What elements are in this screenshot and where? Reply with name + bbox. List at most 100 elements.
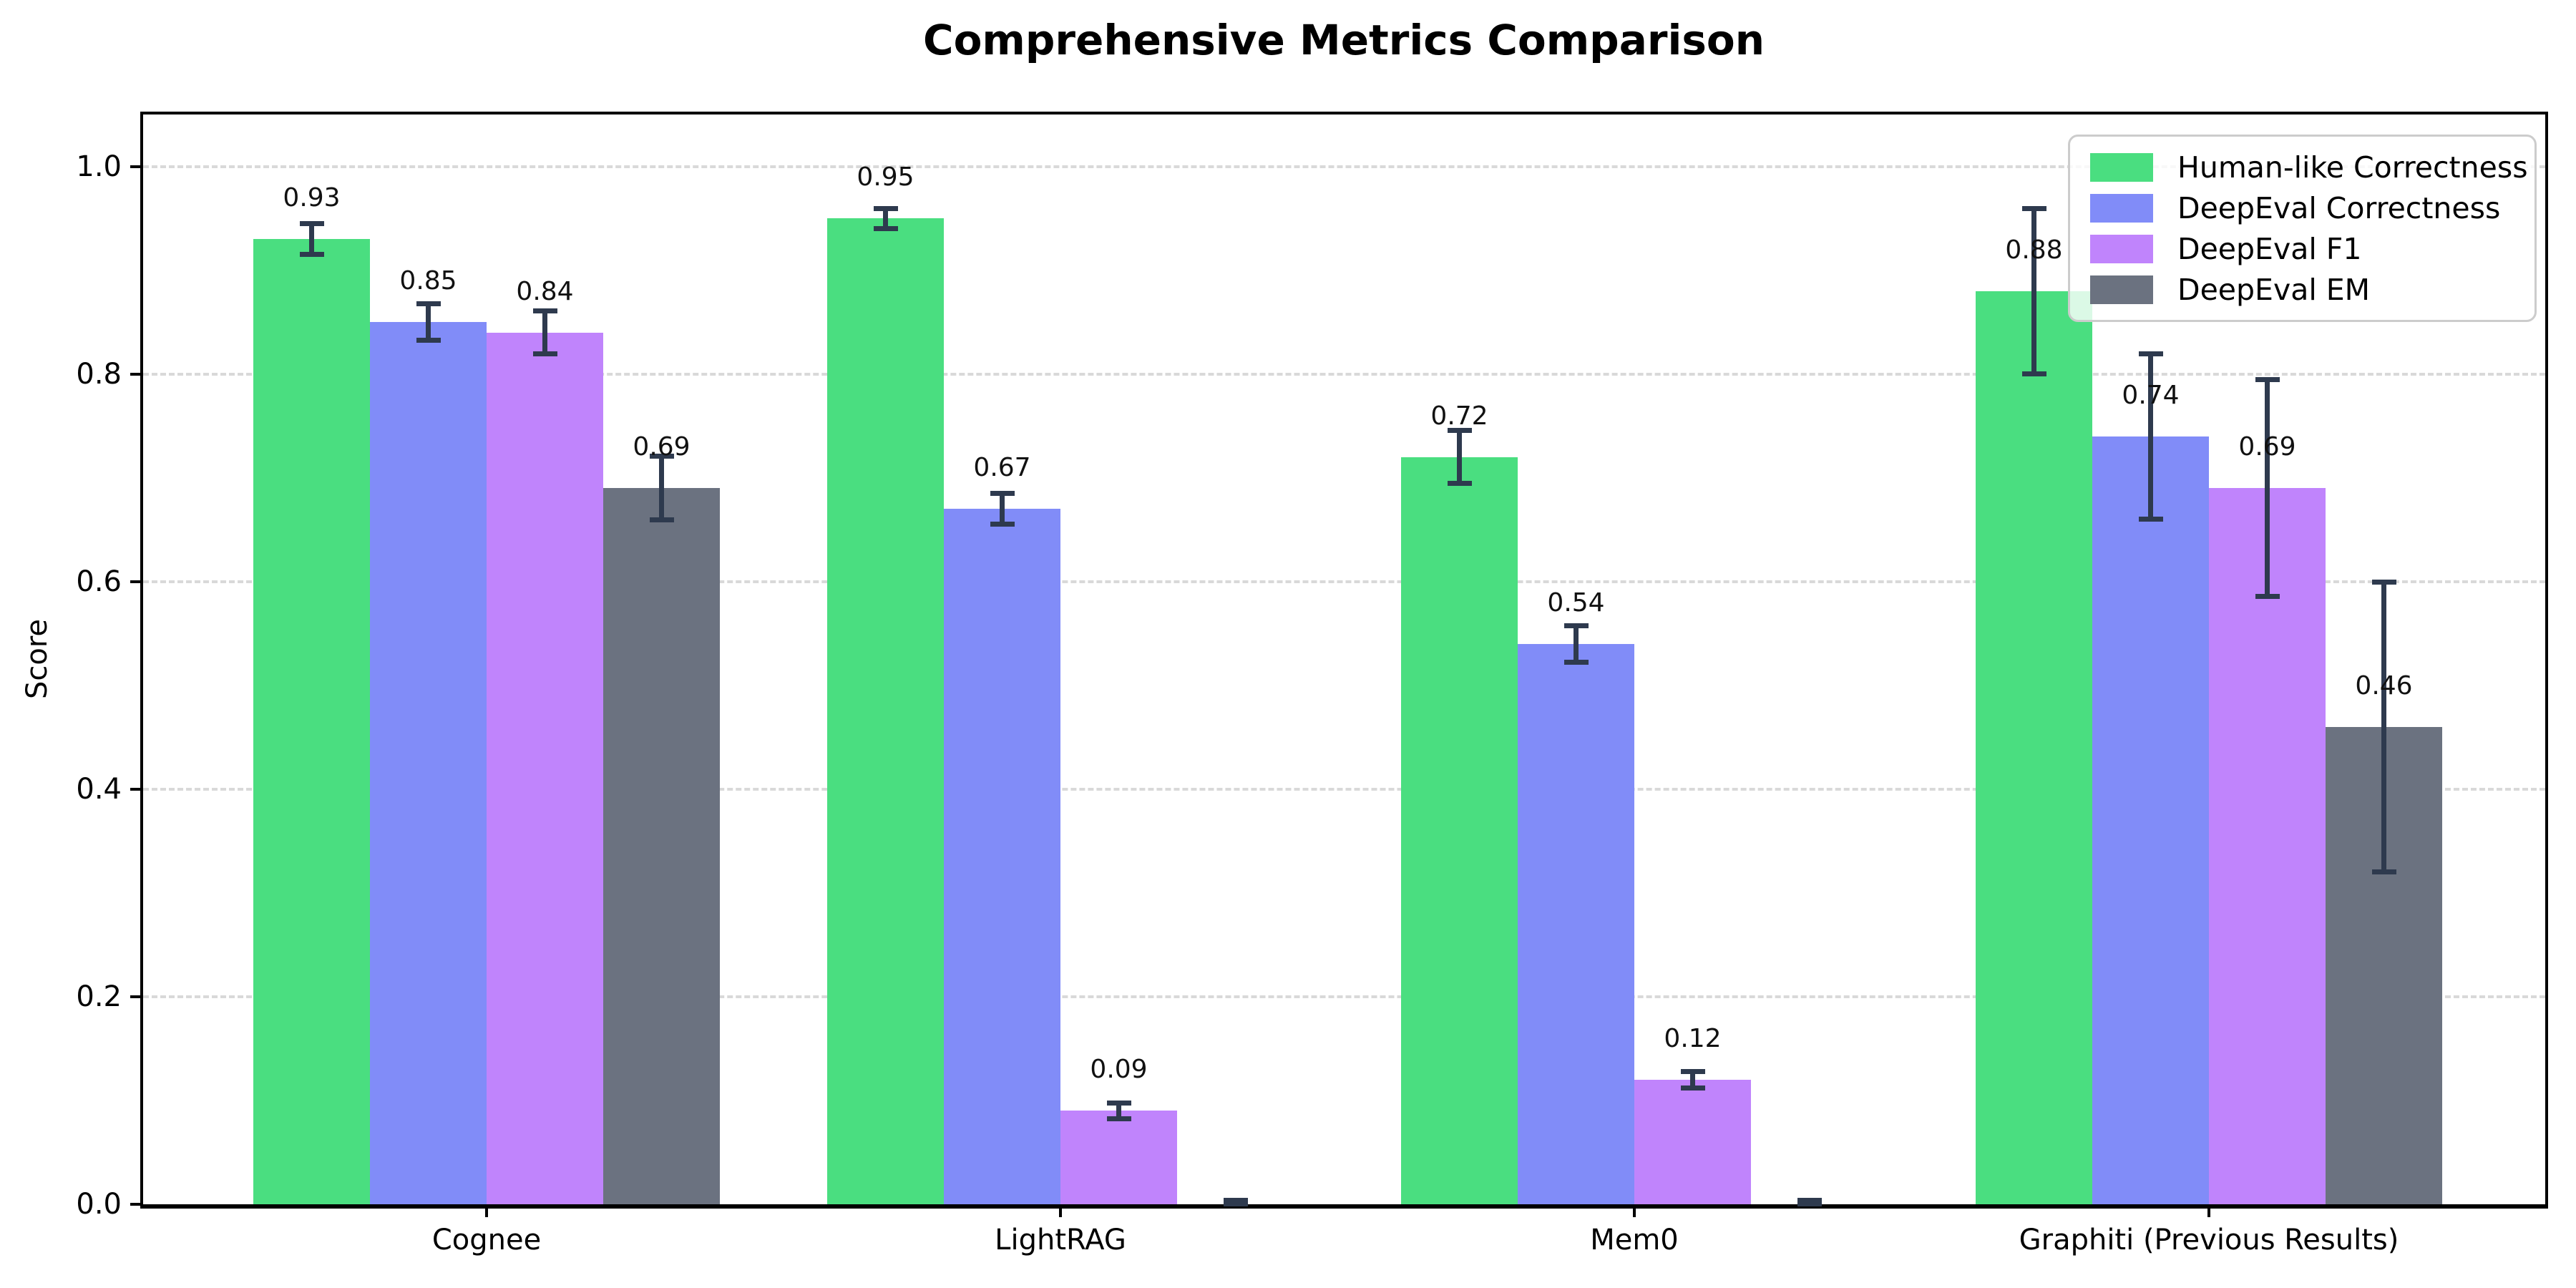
y-tick-mark [130, 165, 143, 168]
axis-spine-top [140, 112, 2548, 114]
error-bar-cap-bottom [1680, 1085, 1705, 1091]
legend-label: DeepEval F1 [2177, 231, 2362, 266]
error-bar-cap-bottom [532, 351, 557, 357]
error-bar [1574, 625, 1579, 663]
bar-1-3 [1401, 457, 1518, 1204]
bar-2-1 [370, 322, 487, 1204]
axis-spine-left [140, 112, 143, 1207]
error-bar-cap-bottom [649, 517, 674, 523]
x-tick-mark [1059, 1204, 1062, 1217]
y-tick-label: 1.0 [76, 150, 122, 183]
y-tick-mark [130, 1203, 143, 1206]
error-bar-cap-top [1223, 1198, 1248, 1204]
axis-spine-right [2545, 112, 2548, 1207]
bar-value-label: 0.72 [1430, 401, 1488, 431]
error-bar-cap-top [990, 491, 1015, 497]
x-tick-mark [1633, 1204, 1636, 1217]
error-bar-cap-bottom [1797, 1201, 1822, 1206]
bar-2-2 [944, 509, 1060, 1204]
bar-1-1 [253, 239, 370, 1204]
y-tick-mark [130, 787, 143, 791]
error-bar [2031, 208, 2036, 374]
y-axis-title: Score [21, 618, 54, 700]
error-bar [1690, 1071, 1695, 1088]
error-bar-cap-bottom [2138, 516, 2163, 522]
bar-value-label: 0.85 [399, 266, 457, 296]
legend: Human-like Correctness DeepEval Correctne… [2068, 135, 2537, 322]
legend-label: DeepEval Correctness [2177, 190, 2501, 225]
x-tick-mark [2207, 1204, 2210, 1217]
error-bar [659, 456, 664, 521]
x-tick-label: Mem0 [1590, 1224, 1679, 1257]
error-bar [2148, 353, 2153, 519]
legend-label: Human-like Correctness [2177, 150, 2528, 185]
error-bar [883, 208, 888, 229]
error-bar-cap-bottom [2255, 594, 2280, 600]
error-bar-cap-top [1563, 623, 1589, 628]
bar-value-label: 0.84 [516, 276, 574, 306]
gridline [143, 372, 2545, 376]
legend-label: DeepEval EM [2177, 272, 2371, 307]
legend-swatch-icon [2090, 234, 2153, 263]
error-bar-cap-top [2371, 579, 2396, 585]
gridline [143, 165, 2545, 168]
y-tick-mark [130, 995, 143, 998]
gridline [143, 995, 2545, 998]
bar-3-1 [487, 332, 603, 1204]
error-bar-cap-bottom [1106, 1116, 1131, 1122]
legend-item: DeepEval EM [2070, 273, 2534, 307]
error-bar [1000, 493, 1005, 525]
bar-value-label: 0.69 [633, 432, 691, 462]
bar-4-1 [603, 488, 720, 1204]
bar-3-4 [2209, 488, 2326, 1204]
bar-value-label: 0.93 [283, 183, 341, 213]
x-tick-label: Cognee [431, 1224, 542, 1257]
error-bar [1457, 429, 1462, 484]
error-bar-cap-top [1797, 1198, 1822, 1204]
error-bar-cap-top [416, 301, 441, 306]
error-bar-cap-top [1680, 1069, 1705, 1075]
error-bar-cap-top [1106, 1100, 1131, 1106]
error-bar-cap-top [2255, 376, 2280, 382]
legend-item: DeepEval F1 [2070, 232, 2534, 266]
error-bar [426, 303, 431, 341]
bar-value-label: 0.88 [2005, 235, 2063, 265]
bar-1-2 [827, 218, 944, 1204]
y-tick-label: 0.0 [76, 1188, 122, 1221]
error-bar-cap-bottom [1223, 1201, 1248, 1206]
bar-value-label: 0.09 [1090, 1055, 1148, 1085]
legend-item: DeepEval Correctness [2070, 191, 2534, 225]
bar-value-label: 0.54 [1547, 587, 1605, 618]
bar-value-label: 0.46 [2355, 670, 2413, 701]
bar-3-2 [1060, 1111, 1177, 1204]
bar-value-label: 0.67 [973, 453, 1031, 483]
error-bar-cap-bottom [2021, 371, 2046, 376]
error-bar-cap-bottom [873, 225, 898, 231]
gridline [143, 580, 2545, 583]
bar-2-4 [2092, 436, 2209, 1204]
legend-swatch-icon [2090, 193, 2153, 223]
legend-swatch-icon [2090, 152, 2153, 182]
error-bar-cap-bottom [990, 521, 1015, 527]
y-tick-label: 0.4 [76, 772, 122, 806]
error-bar-cap-bottom [1563, 659, 1589, 665]
y-tick-label: 0.8 [76, 357, 122, 391]
x-tick-label: LightRAG [995, 1224, 1126, 1257]
gridline [143, 787, 2545, 791]
error-bar [2265, 379, 2270, 597]
error-bar-cap-top [532, 308, 557, 314]
legend-swatch-icon [2090, 275, 2153, 304]
axis-spine-bottom [140, 1204, 2548, 1209]
error-bar-cap-bottom [299, 251, 324, 257]
error-bar [2381, 581, 2386, 872]
y-tick-mark [130, 580, 143, 583]
bar-value-label: 0.74 [2122, 380, 2180, 410]
error-bar-cap-bottom [2371, 869, 2396, 874]
y-tick-mark [130, 372, 143, 376]
bar-value-label: 0.69 [2238, 432, 2296, 462]
y-tick-label: 0.6 [76, 565, 122, 598]
error-bar-cap-top [299, 221, 324, 227]
error-bar-cap-bottom [1447, 481, 1472, 487]
error-bar-cap-bottom [416, 338, 441, 343]
